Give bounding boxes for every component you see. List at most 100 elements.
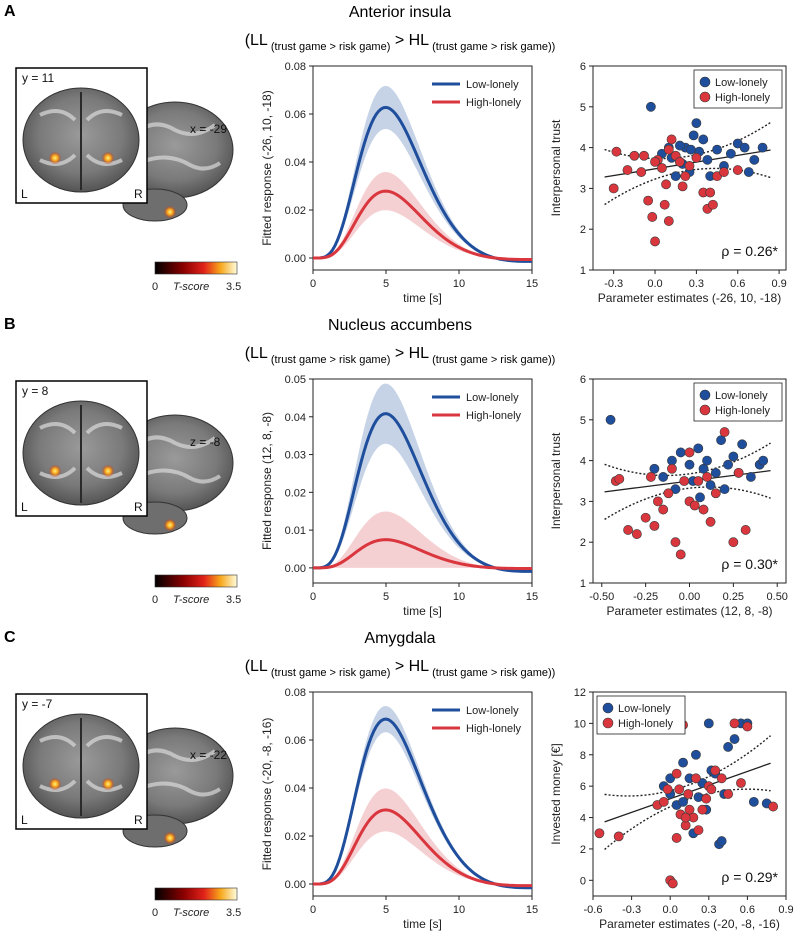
contrast-part: > HL [390, 658, 429, 675]
legend-label: Low-lonely [618, 703, 671, 715]
y-axis-label: Fitted response (-26, 10, -18) [260, 90, 274, 245]
y-tick-label: 4 [580, 813, 586, 825]
data-point-high [629, 150, 640, 161]
data-point-high [667, 463, 677, 474]
y-tick-label: 5 [580, 415, 586, 427]
data-point-high [732, 165, 743, 175]
x-tick-label: 0 [310, 904, 316, 916]
line-plot-frame [312, 378, 533, 584]
data-point-high [636, 167, 647, 177]
data-point-high [671, 768, 682, 779]
data-point-low [719, 484, 730, 495]
slice-inset-label: y = 11 [22, 71, 54, 85]
data-point-high [693, 825, 704, 835]
data-point-low [725, 148, 736, 159]
colorbar [154, 887, 238, 901]
x-tick-label: 5 [383, 591, 389, 603]
data-point-high [647, 212, 658, 222]
data-point-high [733, 467, 744, 478]
data-point-high [667, 878, 678, 889]
data-point-high [698, 504, 709, 515]
data-point-high [663, 488, 674, 499]
legend-label: High-lonely [715, 405, 771, 417]
contrast-part: (trust game > risk game)) [429, 354, 555, 366]
right-marker: R [134, 500, 143, 514]
y-axis-label: Interpersonal trust [549, 119, 563, 216]
colorbar-min: 0 [152, 594, 158, 606]
contrast-formula: (LL (trust game > risk game) > HL (trust… [245, 345, 556, 366]
data-point-high [661, 179, 671, 190]
data-point-low [746, 472, 756, 482]
data-point-high [697, 804, 708, 815]
region-title: Amygdala [364, 630, 435, 647]
data-point-high [683, 789, 694, 799]
data-point-high [693, 476, 704, 486]
data-point-high [689, 500, 700, 511]
data-point-high [740, 525, 751, 535]
data-point-low [605, 414, 616, 425]
x-axis-label: time [s] [403, 291, 442, 305]
data-point-high [643, 195, 654, 206]
colorbar-min: 0 [152, 281, 158, 293]
data-point-high [706, 784, 717, 795]
data-point-high [608, 183, 619, 194]
series-line-high [313, 538, 533, 571]
data-point-high [611, 146, 622, 157]
activation-blob [164, 206, 176, 218]
legend-box [693, 382, 783, 422]
x-axis-label: Parameter estimates (12, 8, -8) [606, 604, 772, 618]
panel-c: C Amygdala (LL (trust game > risk game) > … [4, 629, 794, 931]
inset-gyri [39, 109, 123, 166]
y-tick-label: 0.01 [285, 525, 306, 537]
legend-box [693, 69, 783, 109]
y-tick-label: 0.08 [285, 61, 306, 73]
data-point-high [736, 778, 746, 788]
data-point-high [663, 144, 674, 155]
x-tick-label: 0.00 [679, 591, 700, 603]
y-axis-label: Invested money [€] [549, 743, 563, 844]
legend-label: Low-lonely [466, 705, 519, 717]
data-point-low [723, 742, 733, 752]
slice-main-label: x = -22 [190, 748, 227, 762]
data-point-high [742, 721, 753, 732]
data-point-low [712, 144, 722, 155]
y-tick-label: 8 [580, 750, 586, 762]
legend-marker [699, 404, 711, 416]
legend-label: Low-lonely [715, 390, 768, 402]
y-tick-label: 0.02 [285, 487, 306, 499]
slice-main-label: x = -29 [190, 122, 227, 136]
y-axis-label: Interpersonal trust [549, 432, 563, 529]
slice-main-label: z = -8 [190, 435, 221, 449]
colorbar-label: T-score [173, 907, 209, 919]
x-tick-label: 15 [526, 904, 538, 916]
y-tick-label: 2 [580, 537, 586, 549]
x-tick-label: 15 [526, 591, 538, 603]
data-point-low [675, 447, 686, 458]
x-tick-label: 10 [453, 278, 465, 290]
data-point-low [728, 451, 739, 462]
y-tick-label: 0.02 [285, 831, 306, 843]
data-point-high [705, 187, 716, 198]
y-tick-label: 3 [580, 496, 586, 508]
x-axis-label: time [s] [403, 917, 442, 931]
y-tick-label: 0.06 [285, 109, 306, 121]
data-point-high [659, 199, 670, 210]
data-point-high [670, 537, 681, 548]
left-marker: L [21, 813, 28, 827]
y-tick-label: 6 [580, 374, 586, 386]
legend-label: Low-lonely [715, 77, 768, 89]
region-title: Anterior insula [349, 4, 451, 21]
line-plot-frame [312, 691, 533, 897]
data-point-low [716, 836, 727, 846]
x-tick-label: -0.6 [584, 904, 603, 916]
y-tick-label: 0.00 [285, 879, 306, 891]
y-tick-label: 0 [580, 875, 586, 887]
data-point-low [658, 472, 669, 482]
y-tick-label: 4 [580, 143, 586, 155]
data-point-high [710, 765, 721, 776]
y-tick-label: 0.04 [285, 157, 306, 169]
contrast-part: (trust game > risk game)) [429, 667, 555, 679]
data-point-low [684, 459, 695, 470]
y-axis-label: Fitted response (-20, -8, -16) [260, 718, 274, 871]
